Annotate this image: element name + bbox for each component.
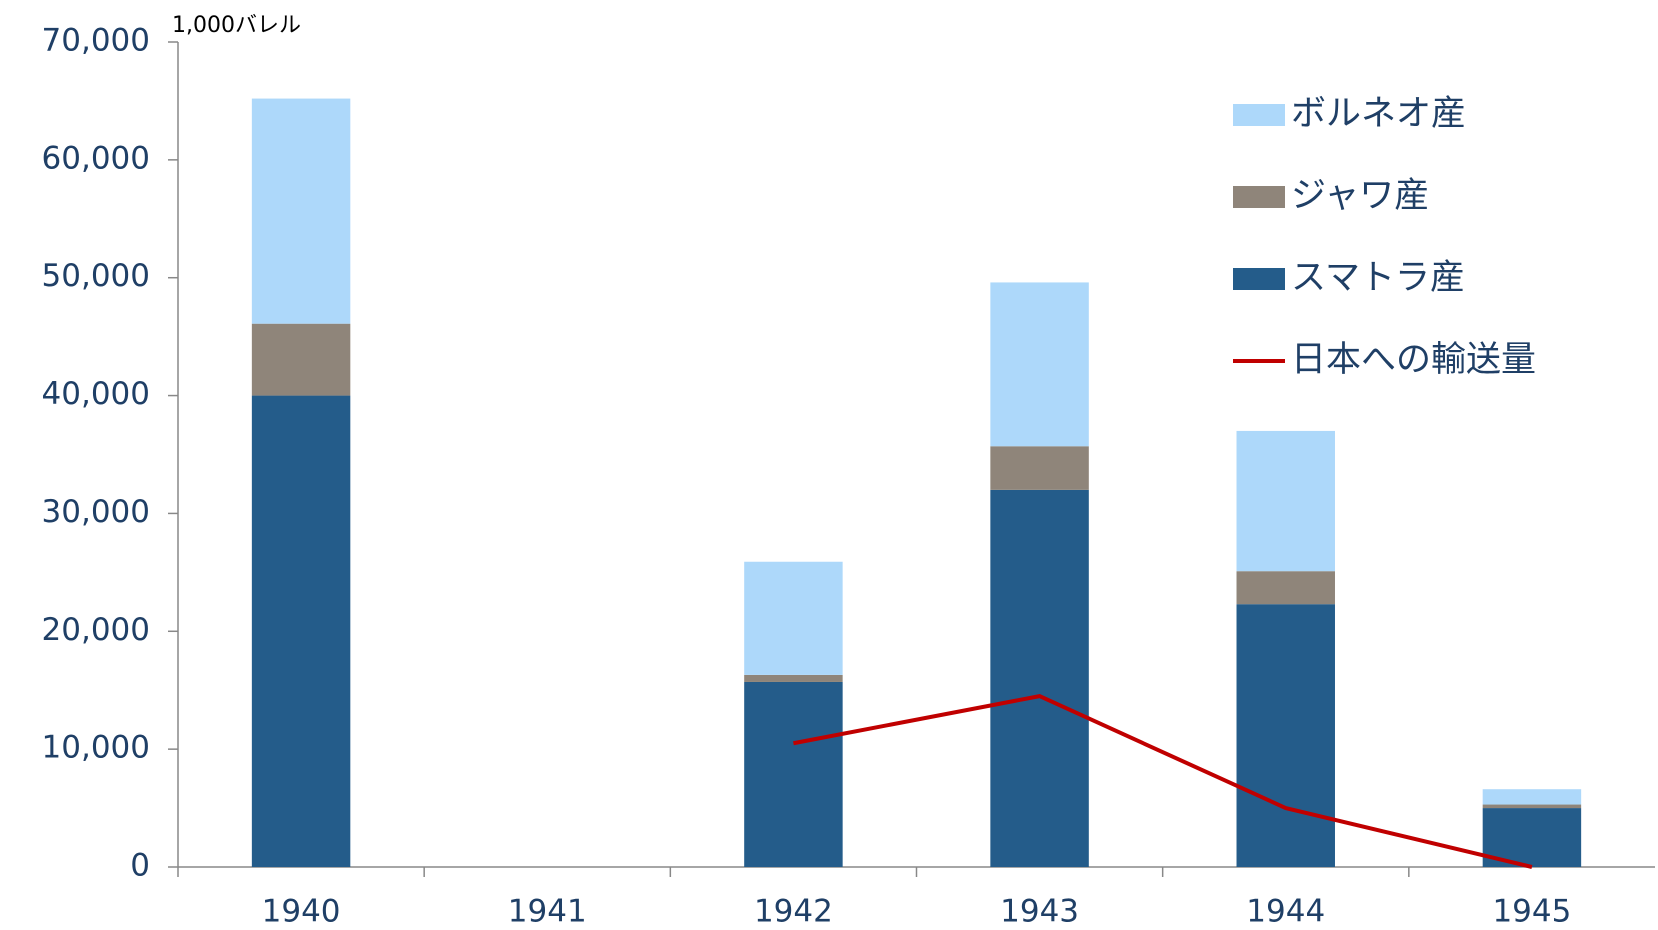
legend-label: ボルネオ産 (1291, 94, 1466, 134)
bar-segment (744, 681, 843, 867)
bar-segment (744, 561, 843, 675)
x-tick-label: 1941 (508, 894, 587, 930)
y-unit-label: 1,000バレル (172, 13, 301, 38)
bar-segment (251, 98, 351, 324)
bar-segment (1236, 430, 1335, 572)
y-tick-label: 40,000 (42, 376, 150, 412)
bar-segment (990, 489, 1089, 867)
legend-swatch (1233, 186, 1285, 208)
bar-segment (251, 323, 351, 396)
bar-segment (1236, 571, 1335, 605)
y-tick-label: 50,000 (42, 258, 150, 294)
legend-label: ジャワ産 (1291, 176, 1429, 216)
x-tick-label: 1945 (1492, 894, 1571, 930)
legend-swatch (1233, 268, 1285, 290)
bar-segment (1236, 604, 1335, 867)
x-tick-label: 1943 (1000, 894, 1079, 930)
legend-label: 日本への輸送量 (1291, 340, 1536, 380)
y-tick-label: 0 (130, 848, 150, 884)
y-tick-label: 60,000 (42, 140, 150, 176)
bar-segment (744, 674, 843, 682)
y-tick-label: 20,000 (42, 612, 150, 648)
bar-segment (251, 395, 351, 867)
legend-label: スマトラ産 (1291, 258, 1465, 298)
x-tick-label: 1942 (754, 894, 833, 930)
y-tick-label: 70,000 (42, 23, 150, 59)
bar-segment (1482, 789, 1582, 805)
y-tick-label: 30,000 (42, 494, 150, 530)
bar-segment (1482, 804, 1582, 809)
bar-segment (990, 282, 1089, 447)
y-tick-label: 10,000 (42, 730, 150, 766)
x-tick-label: 1940 (262, 894, 341, 930)
x-tick-label: 1944 (1246, 894, 1325, 930)
line-series (793, 694, 1533, 869)
bar-segment (990, 446, 1089, 490)
legend-swatch (1233, 104, 1285, 126)
